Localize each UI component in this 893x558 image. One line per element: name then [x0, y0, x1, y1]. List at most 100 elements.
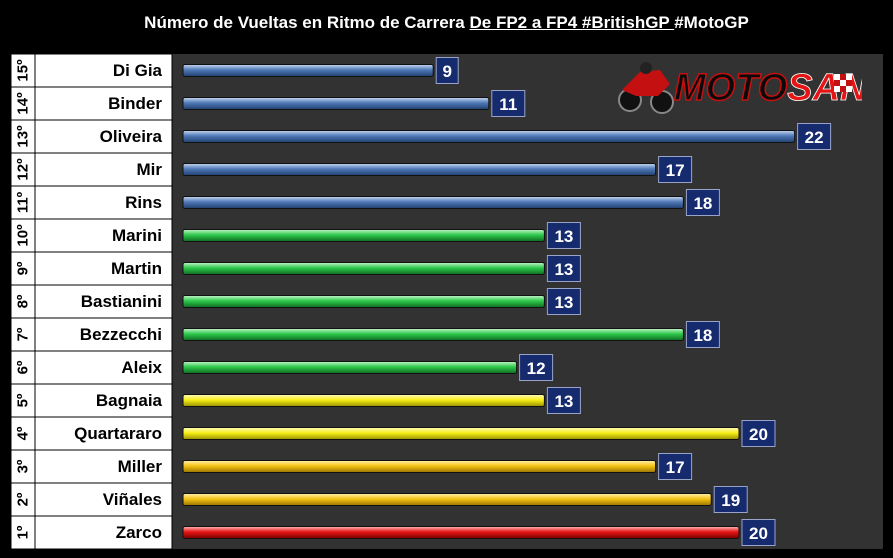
position-label: 2º — [15, 492, 32, 506]
rider-label: Zarco — [116, 523, 162, 542]
position-cell — [10, 119, 36, 154]
position-label: 9º — [15, 261, 32, 275]
value-box — [519, 354, 554, 381]
rider-label: Bagnaia — [96, 391, 163, 410]
position-cell — [10, 251, 36, 286]
bar — [182, 328, 684, 341]
motorcycle-icon — [618, 62, 674, 114]
bar — [182, 97, 490, 110]
position-label: 5º — [15, 393, 32, 407]
data-label: 13 — [554, 293, 573, 312]
rider-cell — [34, 218, 173, 253]
position-label: 7º — [15, 327, 32, 341]
rider-cell — [34, 185, 173, 220]
logo-text-san: SAN — [787, 67, 862, 109]
data-label: 11 — [499, 95, 517, 114]
chart-title: Número de Vueltas en Ritmo de Carrera De… — [0, 13, 893, 33]
checkered-flag-icon — [834, 74, 852, 92]
rider-label: Rins — [125, 193, 162, 212]
motosan-logo: MOTOSAN — [612, 60, 869, 116]
rider-label: Martin — [111, 259, 162, 278]
position-cell — [10, 383, 36, 418]
value-box — [741, 420, 776, 447]
bar — [182, 394, 545, 407]
bar — [182, 262, 545, 275]
data-label: 13 — [554, 260, 573, 279]
value-box — [685, 321, 720, 348]
value-box — [546, 222, 581, 249]
position-label: 12º — [15, 158, 32, 181]
value-box — [797, 123, 832, 150]
data-label: 13 — [554, 227, 573, 246]
position-label: 10º — [15, 224, 32, 247]
position-cell — [10, 416, 36, 451]
logo-text-moto: MOTO — [674, 67, 787, 109]
value-box — [658, 453, 693, 480]
data-label: 22 — [805, 128, 824, 147]
value-box — [546, 288, 581, 315]
bar — [182, 460, 657, 473]
position-label: 6º — [15, 360, 32, 374]
rider-label: Aleix — [121, 358, 162, 377]
position-label: 1º — [15, 525, 32, 539]
bar — [182, 526, 740, 539]
rider-cell — [34, 53, 173, 88]
rider-cell — [34, 152, 173, 187]
value-box — [741, 519, 776, 546]
title-tail: #MotoGP — [674, 13, 749, 32]
rider-cell — [34, 251, 173, 286]
rider-cell — [34, 317, 173, 352]
rider-label: Viñales — [103, 490, 162, 509]
rider-label: Bastianini — [81, 292, 162, 311]
position-cell — [10, 350, 36, 385]
position-label: 8º — [15, 294, 32, 308]
bar — [182, 493, 712, 506]
data-label: 17 — [666, 458, 685, 477]
rider-label: Miller — [118, 457, 163, 476]
svg-text:MOTOSAN: MOTOSAN — [674, 67, 862, 109]
title-main: Número de Vueltas en Ritmo de Carrera — [144, 13, 465, 32]
position-label: 14º — [15, 92, 32, 115]
position-label: 3º — [15, 459, 32, 473]
data-label: 18 — [693, 326, 712, 345]
value-box — [435, 57, 459, 84]
rider-label: Mir — [137, 160, 163, 179]
rider-label: Marini — [112, 226, 162, 245]
bar — [182, 64, 434, 77]
position-cell — [10, 53, 36, 88]
bar — [182, 163, 657, 176]
position-label: 13º — [15, 125, 32, 148]
data-label: 18 — [693, 194, 712, 213]
rider-cell — [34, 482, 173, 517]
rider-cell — [34, 284, 173, 319]
data-label: 9 — [442, 62, 451, 81]
data-label: 12 — [527, 359, 546, 378]
value-box — [491, 90, 526, 117]
data-label: 19 — [721, 491, 740, 510]
data-label: 13 — [554, 392, 573, 411]
rider-label: Quartararo — [74, 424, 162, 443]
value-box — [685, 189, 720, 216]
rider-label: Di Gia — [113, 61, 163, 80]
rider-label: Bezzecchi — [80, 325, 162, 344]
data-label: 20 — [749, 524, 768, 543]
rider-cell — [34, 383, 173, 418]
position-label: 4º — [15, 426, 32, 440]
value-box — [546, 387, 581, 414]
value-box — [658, 156, 693, 183]
bar — [182, 295, 545, 308]
rider-label: Oliveira — [100, 127, 163, 146]
bar — [182, 130, 796, 143]
rider-cell — [34, 515, 173, 550]
bar — [182, 427, 740, 440]
bar — [182, 196, 684, 209]
bar — [182, 361, 518, 374]
position-cell — [10, 515, 36, 550]
title-underlined: De FP2 a FP4 #BritishGP — [469, 13, 675, 32]
data-label: 20 — [749, 425, 768, 444]
value-box — [546, 255, 581, 282]
value-box — [713, 486, 748, 513]
position-label: 15º — [15, 59, 32, 82]
rider-cell — [34, 416, 173, 451]
